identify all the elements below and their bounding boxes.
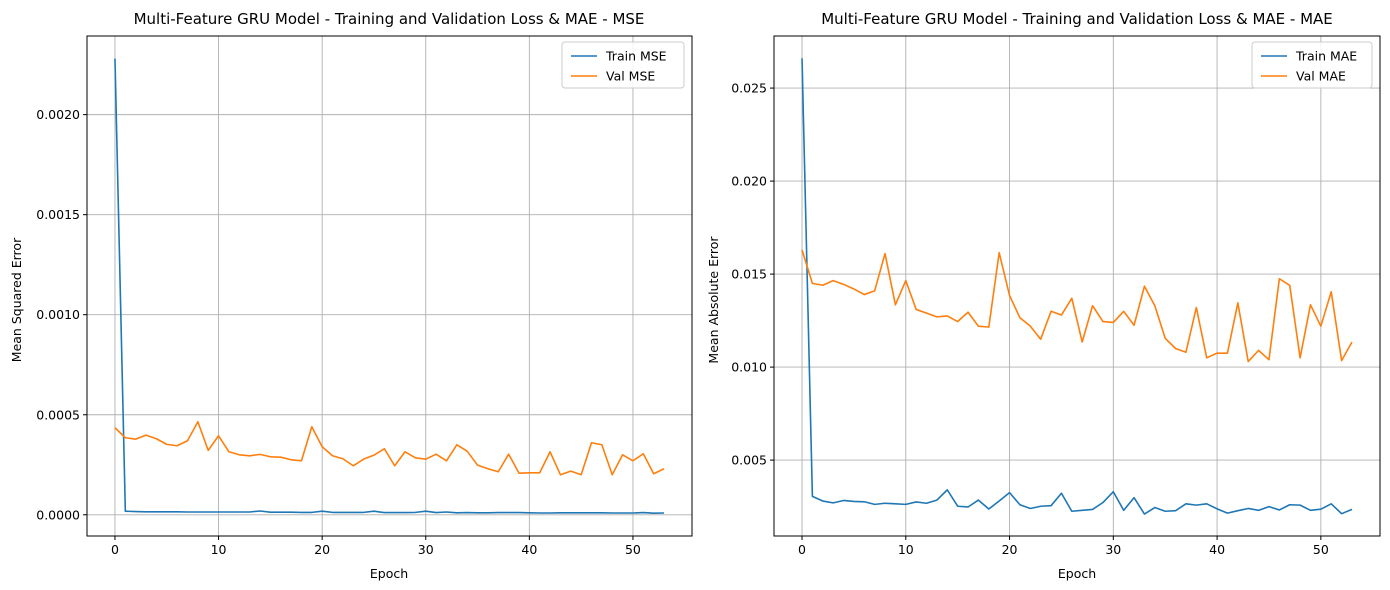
mae-chart: Multi-Feature GRU Model - Training and V… — [706, 10, 1381, 581]
mse-chart: Multi-Feature GRU Model - Training and V… — [9, 10, 693, 581]
mae-chart-ylabel: Mean Absolute Error — [706, 236, 721, 364]
mse-xtick-label: 20 — [314, 542, 330, 557]
mse-axes-frame — [86, 35, 693, 537]
mse-ytick-label: 0.0005 — [36, 407, 80, 422]
mse-series-train-mse — [114, 58, 665, 514]
mse-ytick-label: 0.0020 — [36, 107, 80, 122]
mae-axes-frame — [773, 35, 1381, 537]
mse-legend-label: Train MSE — [605, 49, 667, 64]
mae-ytick-label: 0.010 — [731, 360, 767, 375]
mae-chart-title: Multi-Feature GRU Model - Training and V… — [821, 10, 1333, 28]
mae-series-train-mae — [801, 58, 1353, 515]
mse-xtick-label: 40 — [521, 542, 537, 557]
mse-xtick-label: 10 — [211, 542, 227, 557]
mse-ytick-label: 0.0010 — [36, 307, 80, 322]
mse-legend-label: Val MSE — [606, 69, 655, 84]
mae-ytick-label: 0.020 — [731, 174, 767, 189]
mse-series-val-mse — [114, 420, 665, 476]
mae-xtick-label: 10 — [898, 542, 914, 557]
mse-ytick-label: 0.0015 — [36, 207, 80, 222]
mae-xtick-label: 40 — [1209, 542, 1225, 557]
mse-xtick-label: 0 — [111, 542, 119, 557]
mae-xtick-label: 30 — [1105, 542, 1121, 557]
mae-legend-label: Train MAE — [1295, 49, 1357, 64]
mse-xtick-label: 30 — [418, 542, 434, 557]
mae-series-val-mae — [801, 249, 1353, 363]
mae-chart-xlabel: Epoch — [1058, 566, 1096, 581]
mse-ytick-label: 0.0000 — [36, 507, 80, 522]
mae-ytick-label: 0.005 — [731, 453, 767, 468]
mse-xtick-label: 50 — [625, 542, 641, 557]
mae-legend-label: Val MAE — [1296, 69, 1346, 84]
mse-chart-title: Multi-Feature GRU Model - Training and V… — [134, 10, 645, 28]
mae-ytick-label: 0.015 — [731, 267, 767, 282]
mae-xtick-label: 20 — [1002, 542, 1018, 557]
mae-xtick-label: 50 — [1313, 542, 1329, 557]
mae-ytick-label: 0.025 — [731, 81, 767, 96]
mse-chart-xlabel: Epoch — [370, 566, 408, 581]
mae-xtick-label: 0 — [798, 542, 806, 557]
mse-chart-ylabel: Mean Squared Error — [9, 237, 24, 362]
